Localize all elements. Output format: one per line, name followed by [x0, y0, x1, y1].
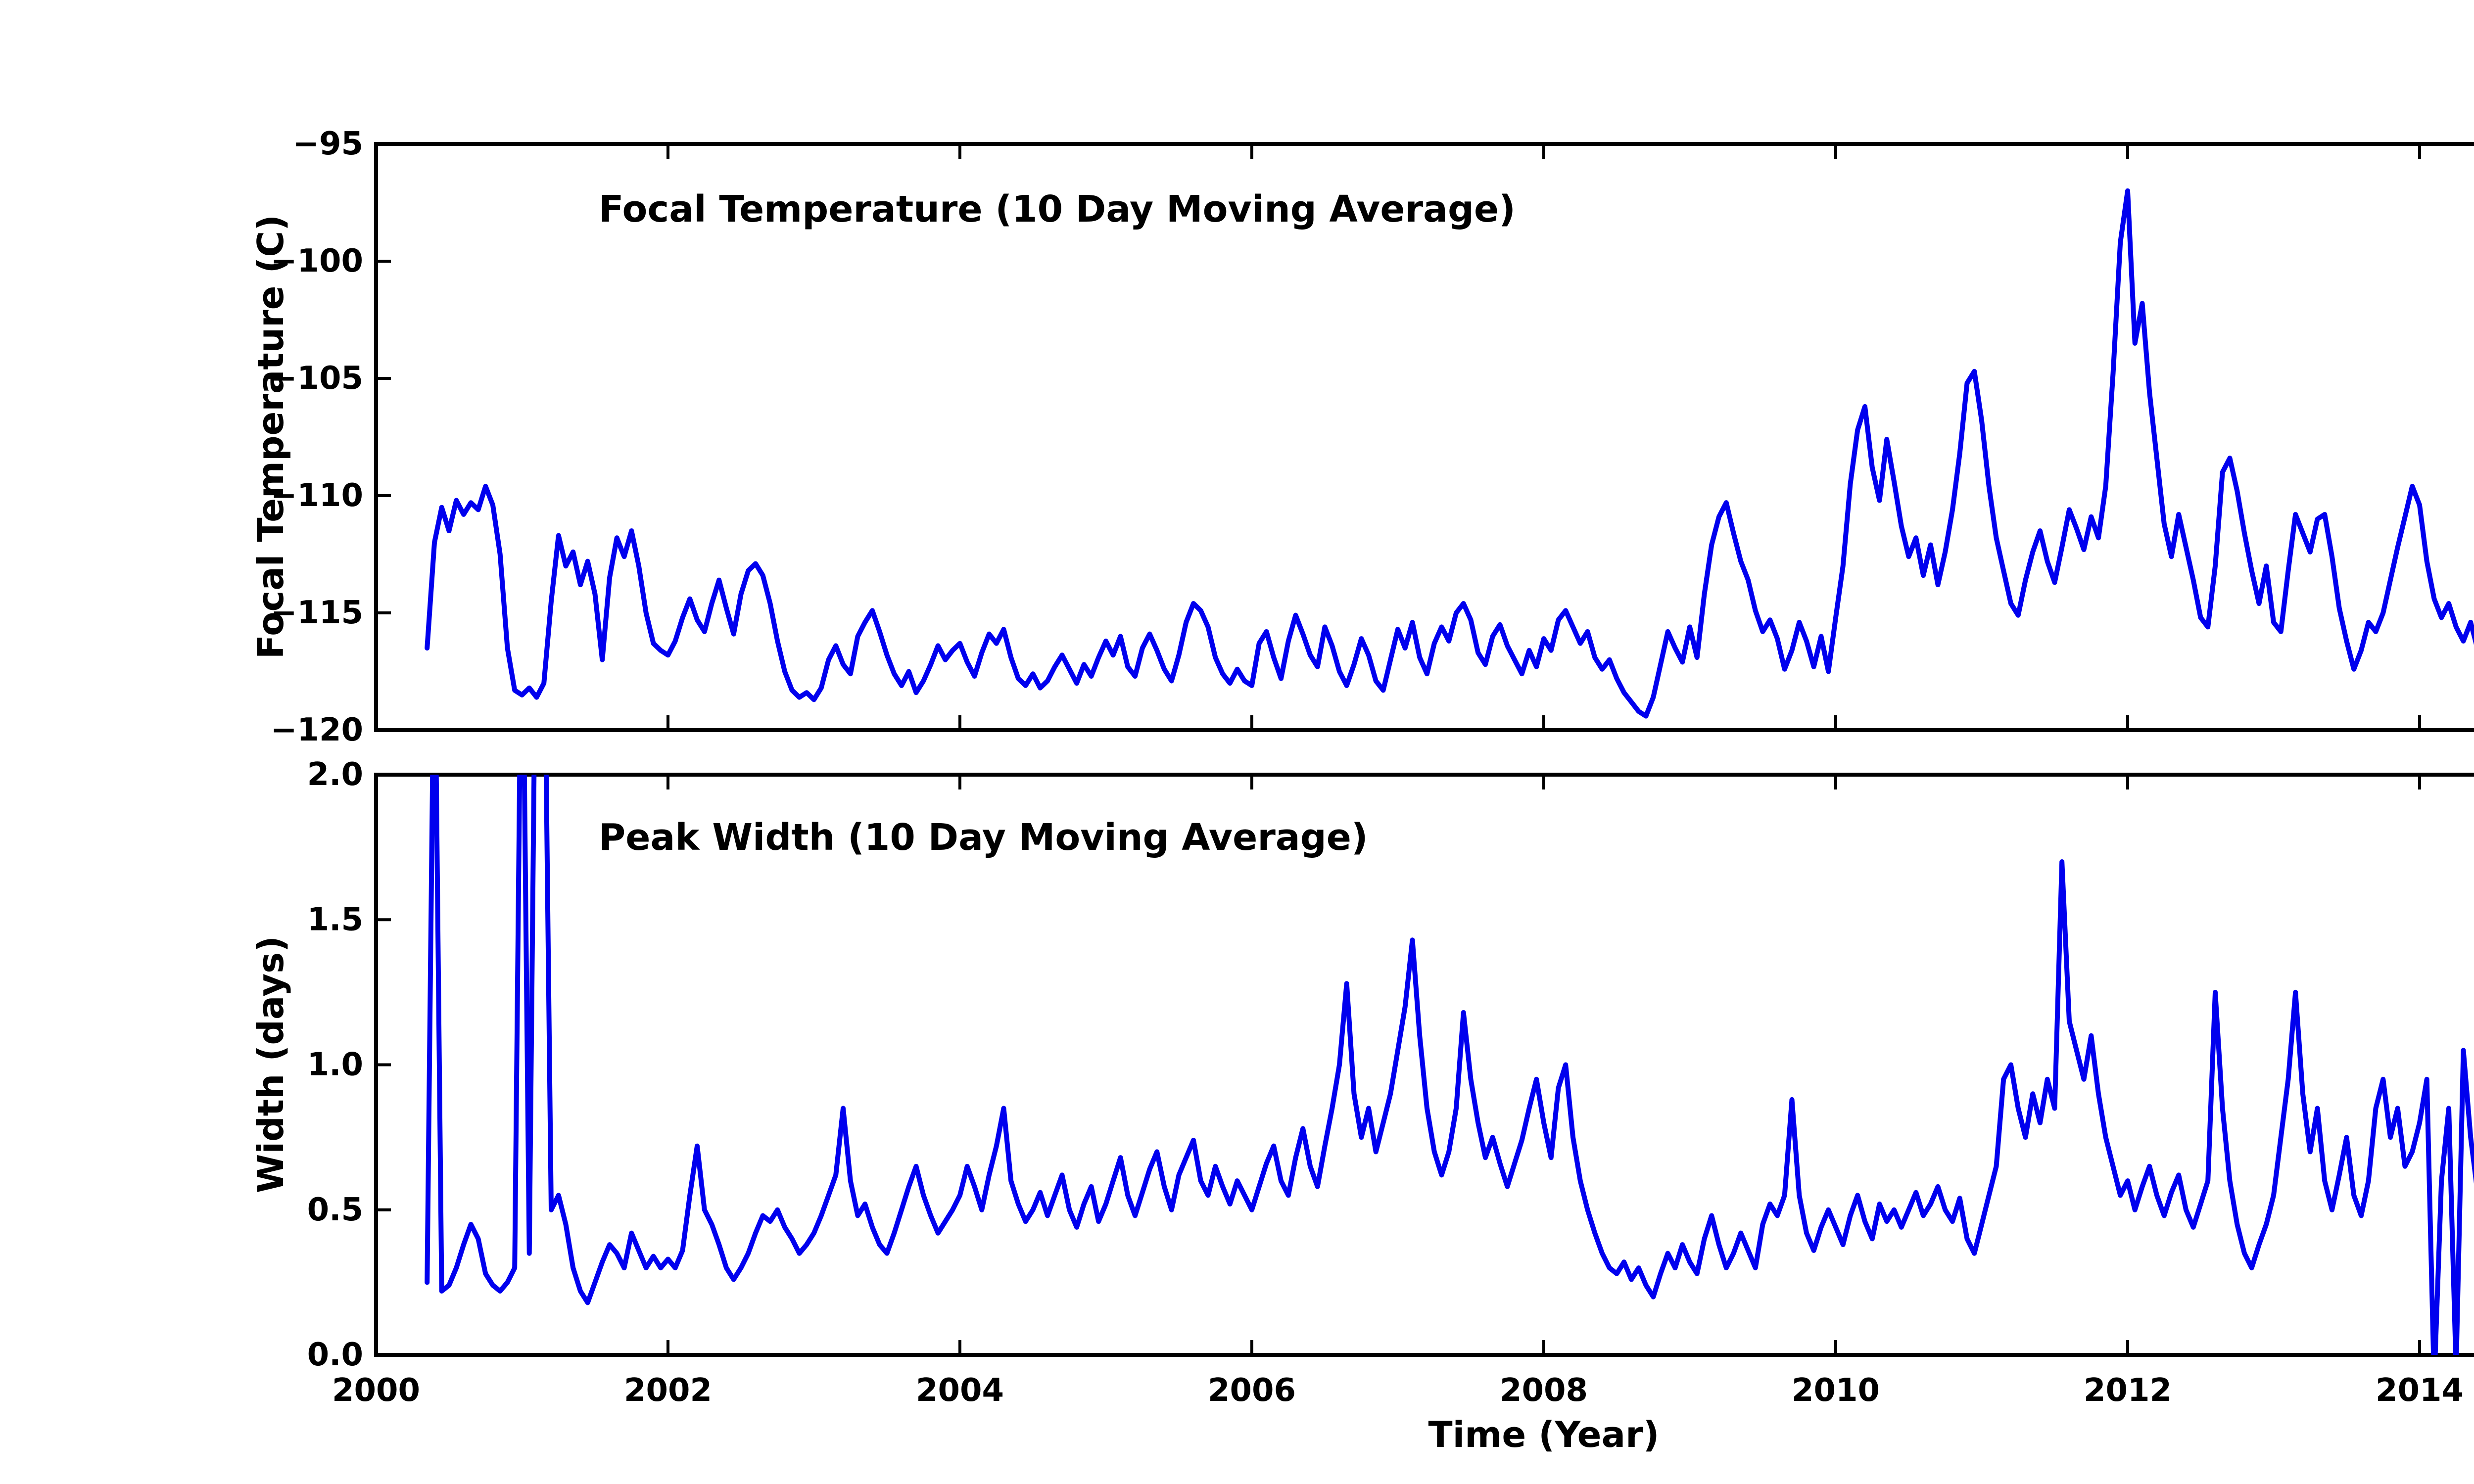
y-tick-label: 2.0: [307, 756, 363, 793]
y-tick-label: −120: [271, 712, 363, 748]
x-tick-label: 2012: [2084, 1372, 2172, 1409]
y-tick-label: −115: [271, 595, 363, 631]
width-panel-title: Peak Width (10 Day Moving Average): [599, 816, 1368, 859]
y-tick-label: 1.5: [307, 901, 363, 938]
y-tick-label: −100: [271, 243, 363, 279]
x-tick-label: 2008: [1500, 1372, 1588, 1409]
temperature-tick-labels: −95 −100 −105 −110 −115 −120: [271, 126, 363, 748]
width-tick-labels: 2.0 1.5 1.0 0.5 0.0: [307, 756, 363, 1373]
temperature-y-axis-label: Focal Temperature (C): [250, 215, 291, 659]
y-tick-label: −105: [271, 360, 363, 397]
x-axis-label: Time (Year): [1428, 1414, 1660, 1455]
width-series-group: [425, 775, 2474, 1355]
x-tick-label: 2000: [332, 1372, 420, 1409]
y-tick-label: −95: [292, 126, 363, 162]
temperature-panel: −95 −100 −105 −110 −115 −120 Focal Temperatur…: [250, 126, 2474, 748]
x-axis: 200020022004200620082010201220142016 Tim…: [332, 1372, 2464, 1455]
temperature-ticks: [375, 142, 2421, 732]
x-tick-label: 2006: [1208, 1372, 1296, 1409]
y-tick-label: −110: [271, 477, 363, 514]
temperature-panel-title: Focal Temperature (10 Day Moving Average…: [599, 188, 1516, 231]
temperature-plot-frame: [374, 142, 2474, 732]
x-tick-labels: 200020022004200620082010201220142016: [332, 1372, 2464, 1409]
x-tick-label: 2002: [624, 1372, 712, 1409]
width-series-line: [425, 775, 2474, 1355]
y-tick-label: 1.0: [307, 1047, 363, 1083]
x-tick-label: 2014: [2376, 1372, 2464, 1409]
width-panel: 2.0 1.5 1.0 0.5 0.0 Peak Width (10 Day Movin…: [250, 756, 2474, 1373]
y-tick-label: 0.5: [307, 1192, 363, 1228]
temperature-series-group: [425, 188, 2474, 719]
x-tick-label: 2010: [1792, 1372, 1880, 1409]
y-tick-label: 0.0: [307, 1337, 363, 1373]
temperature-series-line: [425, 188, 2474, 719]
width-y-axis-label: Width (days): [250, 936, 291, 1193]
x-tick-label: 2004: [916, 1372, 1004, 1409]
width-ticks: [375, 773, 2421, 1356]
